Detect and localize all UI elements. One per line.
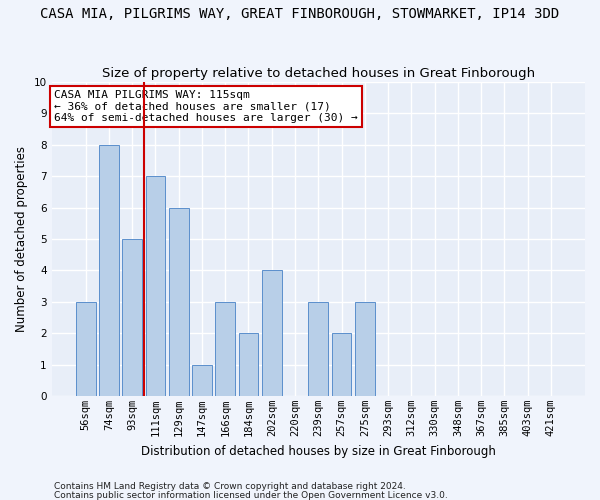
- Bar: [215, 302, 235, 396]
- Bar: [332, 333, 352, 396]
- X-axis label: Distribution of detached houses by size in Great Finborough: Distribution of detached houses by size …: [141, 444, 496, 458]
- Bar: [169, 208, 188, 396]
- Bar: [355, 302, 374, 396]
- Bar: [99, 145, 119, 396]
- Text: CASA MIA, PILGRIMS WAY, GREAT FINBOROUGH, STOWMARKET, IP14 3DD: CASA MIA, PILGRIMS WAY, GREAT FINBOROUGH…: [40, 8, 560, 22]
- Bar: [76, 302, 95, 396]
- Text: Contains HM Land Registry data © Crown copyright and database right 2024.: Contains HM Land Registry data © Crown c…: [54, 482, 406, 491]
- Bar: [239, 333, 259, 396]
- Bar: [262, 270, 281, 396]
- Text: Contains public sector information licensed under the Open Government Licence v3: Contains public sector information licen…: [54, 490, 448, 500]
- Y-axis label: Number of detached properties: Number of detached properties: [15, 146, 28, 332]
- Bar: [146, 176, 166, 396]
- Bar: [192, 364, 212, 396]
- Title: Size of property relative to detached houses in Great Finborough: Size of property relative to detached ho…: [102, 66, 535, 80]
- Text: CASA MIA PILGRIMS WAY: 115sqm
← 36% of detached houses are smaller (17)
64% of s: CASA MIA PILGRIMS WAY: 115sqm ← 36% of d…: [54, 90, 358, 123]
- Bar: [308, 302, 328, 396]
- Bar: [122, 239, 142, 396]
